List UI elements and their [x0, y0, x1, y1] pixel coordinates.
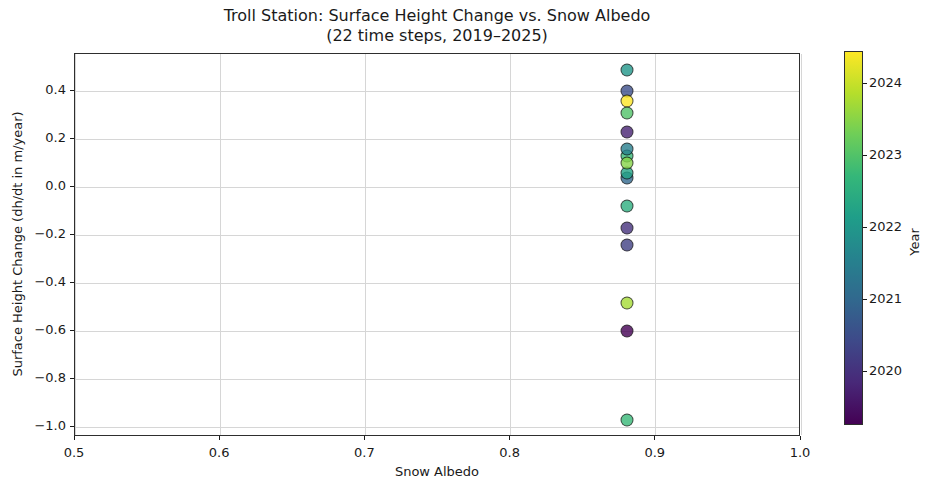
y-gridline	[75, 283, 799, 284]
colorbar-tick-label: 2021	[869, 291, 915, 307]
y-tick-mark	[70, 330, 74, 331]
chart-subtitle: (22 time steps, 2019–2025)	[74, 26, 800, 46]
colorbar-tick-label: 2020	[869, 363, 915, 379]
data-point	[620, 157, 633, 170]
chart-title: Troll Station: Surface Height Change vs.…	[74, 6, 800, 26]
x-gridline	[365, 54, 366, 435]
x-tick-label: 0.8	[488, 445, 532, 461]
y-tick-label: 0.0	[0, 178, 66, 194]
colorbar-tick-label: 2024	[869, 75, 915, 91]
x-gridline	[655, 54, 656, 435]
x-gridline	[75, 54, 76, 435]
y-tick-mark	[70, 138, 74, 139]
data-point	[620, 222, 633, 235]
y-tick-mark	[70, 186, 74, 187]
y-gridline	[75, 331, 799, 332]
colorbar-tick-mark	[863, 155, 867, 156]
y-tick-mark	[70, 282, 74, 283]
x-gridline	[220, 54, 221, 435]
y-gridline	[75, 379, 799, 380]
colorbar-tick-mark	[863, 299, 867, 300]
colorbar-tick-label: 2023	[869, 147, 915, 163]
data-point	[620, 63, 633, 76]
x-tick-label: 0.6	[197, 445, 241, 461]
y-tick-mark	[70, 426, 74, 427]
scatter-plot-figure: Troll Station: Surface Height Change vs.…	[0, 0, 937, 489]
y-tick-mark	[70, 234, 74, 235]
colorbar-tick-mark	[863, 83, 867, 84]
data-point	[620, 325, 633, 338]
y-tick-label: −1.0	[0, 418, 66, 434]
y-tick-label: −0.2	[0, 226, 66, 242]
colorbar	[844, 51, 863, 425]
x-gridline	[801, 54, 802, 435]
data-point	[620, 296, 633, 309]
y-tick-label: 0.2	[0, 130, 66, 146]
y-gridline	[75, 235, 799, 236]
data-point	[620, 106, 633, 119]
colorbar-tick-mark	[863, 227, 867, 228]
colorbar-tick-label: 2022	[869, 219, 915, 235]
x-tick-mark	[509, 436, 510, 440]
data-point	[620, 126, 633, 139]
x-tick-mark	[364, 436, 365, 440]
data-point	[620, 200, 633, 213]
x-tick-label: 1.0	[778, 445, 822, 461]
data-point	[620, 414, 633, 427]
y-gridline	[75, 187, 799, 188]
x-tick-label: 0.5	[52, 445, 96, 461]
data-point	[620, 238, 633, 251]
x-axis-label: Snow Albedo	[74, 464, 800, 479]
x-tick-mark	[800, 436, 801, 440]
y-tick-mark	[70, 378, 74, 379]
y-tick-mark	[70, 90, 74, 91]
y-tick-label: 0.4	[0, 82, 66, 98]
y-gridline	[75, 427, 799, 428]
chart-title-block: Troll Station: Surface Height Change vs.…	[74, 6, 800, 46]
data-point	[620, 142, 633, 155]
y-tick-label: −0.4	[0, 274, 66, 290]
x-tick-mark	[654, 436, 655, 440]
x-tick-label: 0.7	[342, 445, 386, 461]
y-tick-label: −0.6	[0, 322, 66, 338]
y-gridline	[75, 91, 799, 92]
colorbar-tick-mark	[863, 371, 867, 372]
y-tick-label: −0.8	[0, 370, 66, 386]
y-gridline	[75, 139, 799, 140]
x-gridline	[510, 54, 511, 435]
plot-area	[74, 53, 800, 436]
x-tick-mark	[74, 436, 75, 440]
x-tick-mark	[219, 436, 220, 440]
x-tick-label: 0.9	[633, 445, 677, 461]
